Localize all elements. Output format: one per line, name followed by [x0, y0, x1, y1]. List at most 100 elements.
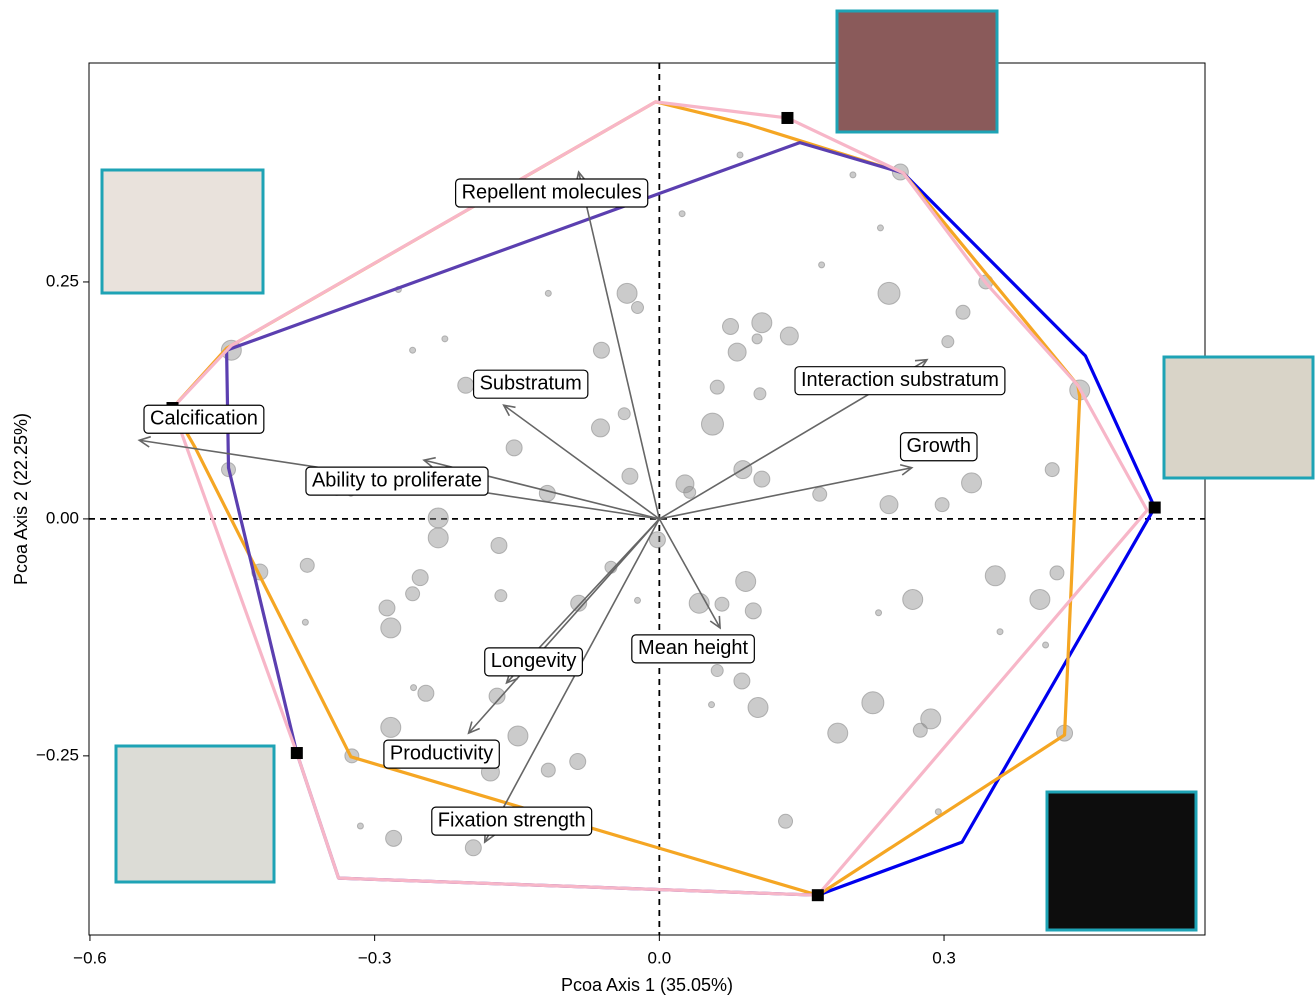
plot-layer: −0.6 −0.3 0.0 0.3 −0.25 0.00 0.25 Repellent mol… [36, 63, 1205, 967]
x-tick-label: 0.3 [932, 948, 956, 967]
sample-point [849, 171, 857, 179]
sample-point [920, 708, 942, 730]
sample-point [380, 617, 402, 639]
label-box [431, 806, 593, 836]
sample-point [441, 335, 449, 343]
sample-point [955, 304, 971, 320]
sample-point [779, 326, 799, 346]
vector-head [422, 456, 436, 469]
sample-point [827, 722, 849, 744]
x-axis-title: Pcoa Axis 1 (35.05%) [561, 975, 733, 995]
vector-head [899, 463, 914, 476]
label-box [472, 369, 589, 399]
vector-label: Interaction substratum [801, 369, 999, 391]
sample-point [818, 261, 826, 269]
sample-point [996, 628, 1004, 636]
y-tick-label: 0.00 [46, 508, 79, 527]
sample-point [736, 151, 744, 159]
sample-point [727, 342, 747, 362]
sample-point [385, 829, 403, 847]
sample-point [417, 684, 435, 702]
x-tick-label: −0.6 [73, 948, 107, 967]
sample-point [464, 839, 482, 857]
photo [835, 9, 999, 134]
sample-point [753, 470, 771, 488]
extreme-point [290, 747, 303, 760]
photo [1045, 790, 1198, 932]
photo [100, 168, 265, 295]
vector-head [502, 404, 516, 417]
vector-label-group: Longevity [484, 647, 583, 677]
sample-point [505, 439, 523, 457]
vector-label: Longevity [491, 650, 577, 672]
vector [658, 518, 721, 629]
sample-point [753, 387, 767, 401]
vector-label-group: Fixation strength [431, 806, 593, 836]
vector-label: Calcification [150, 408, 258, 430]
vector [659, 466, 912, 520]
vector-label: Ability to proliferate [312, 469, 482, 491]
sample-point [941, 335, 955, 349]
sample-point [877, 281, 901, 305]
sample-point [722, 317, 740, 335]
vector-label-group: Substratum [472, 369, 589, 399]
vector-label-group: Productivity [383, 739, 500, 769]
sample-point [733, 672, 751, 690]
sample-point [735, 570, 757, 592]
vector [484, 518, 661, 843]
label-box [794, 366, 1006, 396]
sample-point [507, 725, 529, 747]
sample-point [540, 762, 556, 778]
sample-point [710, 664, 724, 678]
sample-point [591, 418, 610, 438]
vector-label-group: Interaction substratum [794, 366, 1006, 396]
vector-label-group: Repellent molecules [455, 178, 649, 208]
hull [170, 100, 1149, 897]
vector-label-group: Ability to proliferate [305, 466, 489, 496]
vector [503, 404, 660, 520]
extreme-point [1148, 501, 1161, 514]
sample-point [879, 495, 899, 515]
sample-point [405, 586, 421, 602]
sample-point [621, 467, 639, 485]
sample-point [714, 596, 730, 612]
label-box [899, 432, 978, 462]
label-box [631, 634, 755, 664]
vector-label: Fixation strength [438, 809, 586, 831]
sample-point [961, 472, 983, 494]
sample-point [876, 224, 884, 232]
sample-point [902, 588, 924, 610]
sample-point [457, 376, 475, 394]
sample-point [301, 618, 309, 626]
sample-point [934, 497, 950, 513]
sample-point [1049, 565, 1065, 581]
vector-label: Mean height [638, 637, 749, 659]
photo [1162, 355, 1315, 480]
sample-point [490, 536, 508, 554]
sample-point [984, 565, 1006, 587]
sample-point [631, 301, 645, 315]
sample-point [380, 716, 402, 738]
sample-point [678, 210, 686, 218]
sample-point [700, 412, 724, 436]
sample-point [683, 485, 697, 499]
sample-point [617, 407, 631, 421]
extreme-point [811, 889, 824, 902]
sample-point [427, 527, 449, 549]
x-tick-label: 0.0 [648, 948, 672, 967]
sample-point [1029, 588, 1051, 610]
label-box [484, 647, 583, 677]
sample-point [751, 312, 773, 334]
sample-point [875, 609, 883, 617]
vector [577, 171, 661, 520]
x-tick-label: −0.3 [358, 948, 392, 967]
sample-point [356, 822, 364, 830]
vector-label-group: Growth [899, 432, 978, 462]
sample-point [675, 474, 695, 494]
vector-label: Growth [907, 435, 971, 457]
vector [467, 518, 660, 734]
extreme-point [781, 111, 794, 124]
sample-point [592, 341, 610, 359]
vector-label-group: Calcification [143, 404, 265, 434]
y-tick-label: −0.25 [36, 745, 79, 764]
